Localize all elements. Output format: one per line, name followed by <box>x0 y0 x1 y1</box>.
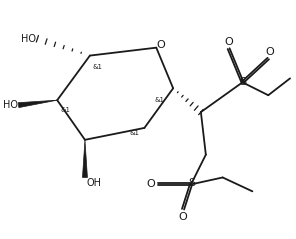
Text: O: O <box>179 212 187 222</box>
Text: O: O <box>224 37 233 47</box>
Polygon shape <box>18 100 57 108</box>
Text: OH: OH <box>87 179 102 189</box>
Text: &1: &1 <box>93 65 103 71</box>
Text: &1: &1 <box>130 130 139 136</box>
Polygon shape <box>83 140 87 178</box>
Text: O: O <box>157 40 166 50</box>
Text: S: S <box>188 178 196 188</box>
Text: HO: HO <box>3 100 17 110</box>
Text: O: O <box>266 47 275 57</box>
Text: S: S <box>239 77 246 87</box>
Text: HO: HO <box>21 34 36 44</box>
Text: O: O <box>147 179 155 189</box>
Text: &1: &1 <box>60 107 70 113</box>
Text: &1: &1 <box>154 97 164 103</box>
